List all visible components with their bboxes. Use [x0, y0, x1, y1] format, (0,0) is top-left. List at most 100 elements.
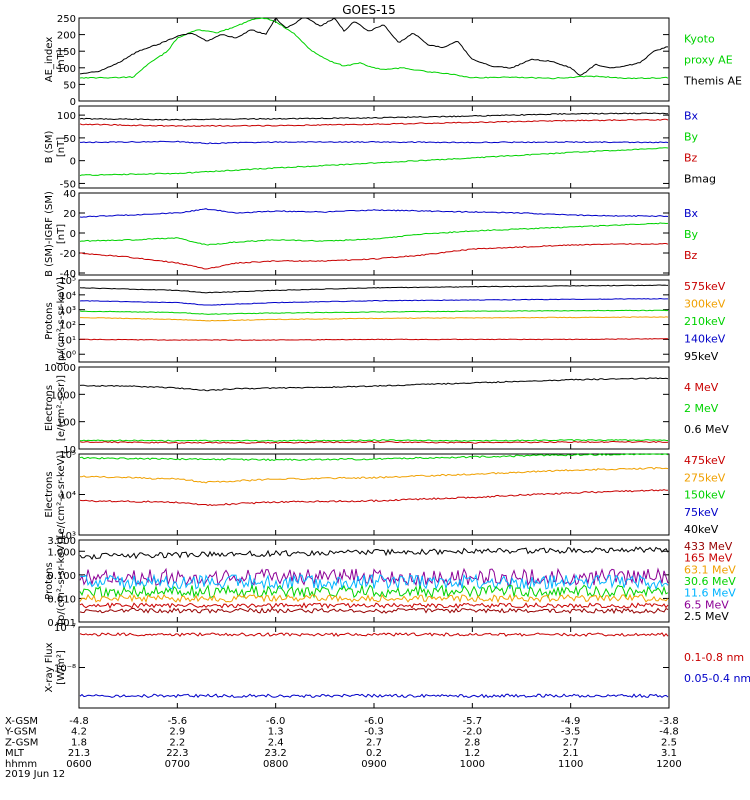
footer-date: 2019 Jun 12: [5, 769, 65, 780]
y-tick-label: 100: [57, 418, 76, 429]
legend-entry: 4 MeV: [684, 381, 719, 394]
y-axis-label: Protons: [44, 562, 55, 599]
y-axis-unit: [nT]: [56, 137, 67, 157]
x-axis-value: -3.8: [659, 716, 679, 727]
y-tick-label: 10⁰: [59, 350, 76, 361]
y-tick-label: 1000: [51, 390, 76, 401]
x-axis-value: -4.8: [69, 716, 89, 727]
series-line: [80, 466, 669, 484]
x-axis-row-label: Y-GSM: [4, 727, 37, 738]
x-axis-value: 0700: [165, 759, 190, 770]
y-tick-label: -50: [60, 179, 76, 190]
x-axis-value: 2.1: [563, 748, 579, 759]
y-axis-unit: [p/(cm²-s-sr-keV)]: [56, 537, 67, 625]
y-axis-unit: [e/(cm²-s-sr-keV)]: [56, 451, 67, 539]
y-tick-label: 10⁵: [59, 276, 76, 287]
legend-entry: 75keV: [684, 506, 719, 519]
legend-entry: By: [684, 228, 699, 241]
series-line: [79, 602, 669, 610]
legend-entry: 210keV: [684, 315, 726, 328]
y-tick-label: 10¹: [59, 335, 76, 346]
x-axis-value: 0800: [263, 759, 288, 770]
legend-entry: 63.1 MeV: [684, 563, 736, 576]
x-axis-value: -2.0: [463, 727, 483, 738]
x-axis-value: 3.1: [661, 748, 677, 759]
y-axis-label: Electrons: [44, 471, 55, 517]
y-tick-label: 100: [57, 111, 76, 122]
legend-entry: 575keV: [684, 280, 726, 293]
y-tick-label: 0.010: [47, 594, 76, 605]
y-axis-unit: [nT]: [56, 49, 67, 69]
series-line: [79, 309, 669, 315]
panel-bigrf: -40 -20 0 20 40 B (SM)-IGRF (SM) [nT] Bx By Bz: [44, 189, 699, 280]
panel-xray: 10⁻⁸ 10⁻⁷ X-ray Flux [W/m²] 0.1-0.8 nm 0.05-0…: [44, 623, 750, 709]
x-axis-value: 1.3: [268, 727, 284, 738]
y-tick-label: 10⁴: [59, 491, 76, 502]
x-axis-value: 2.7: [563, 737, 579, 748]
series-line: [80, 316, 669, 322]
panel-frame: [78, 192, 670, 276]
y-tick-label: 10⁵: [59, 450, 76, 461]
legend-entry: 0.6 MeV: [684, 423, 729, 436]
series-line: [79, 147, 669, 177]
x-axis-value: 0.2: [366, 748, 382, 759]
y-tick-label: 0.001: [47, 618, 76, 629]
x-axis-value: -5.7: [463, 716, 483, 727]
legend-entry: 0.1-0.8 nm: [684, 651, 744, 664]
legend-entry: Bx: [684, 110, 699, 123]
y-tick-label: 10: [63, 445, 76, 456]
series-line: [79, 338, 669, 341]
legend-entry: 275keV: [684, 471, 726, 484]
y-tick-label: 0: [70, 97, 76, 108]
x-axis-value: 2.5: [661, 737, 677, 748]
series-line: [79, 17, 669, 80]
series-line: [79, 593, 669, 604]
y-tick-label: 0: [70, 157, 76, 168]
y-axis-unit: [nT]: [56, 224, 67, 244]
legend-entry: 0.05-0.4 nm: [684, 672, 750, 685]
x-axis-value: 0600: [66, 759, 91, 770]
x-axis-row-label: hhmm: [5, 759, 37, 770]
series-line: [80, 242, 669, 270]
series-line: [79, 118, 669, 127]
x-axis-value: -5.6: [168, 716, 188, 727]
y-tick-label: 50: [63, 80, 76, 91]
y-axis-label: AE_index: [44, 37, 55, 83]
legend-entry: Bmag: [684, 173, 716, 186]
y-tick-label: 10000: [44, 363, 76, 374]
panel-frame: [78, 279, 670, 363]
x-axis-value: 2.7: [366, 737, 382, 748]
y-tick-label: 10³: [59, 306, 76, 317]
series-line: [79, 112, 668, 121]
x-axis-value: 2.8: [464, 737, 480, 748]
legend-entry: 165 MeV: [684, 552, 733, 565]
series-line: [79, 567, 669, 587]
series-line: [79, 489, 668, 507]
series-line: [79, 546, 669, 560]
legend-entry: 300keV: [684, 298, 726, 311]
legend-entry: 2 MeV: [684, 402, 719, 415]
x-axis-value: -4.8: [659, 727, 679, 738]
y-tick-label: 40: [63, 189, 76, 200]
x-axis-row-label: X-GSM: [5, 716, 38, 727]
y-tick-label: 3.000: [47, 536, 76, 547]
series-line: [79, 607, 669, 615]
x-axis-value: 4.2: [71, 727, 87, 738]
y-tick-label: 250: [57, 14, 76, 25]
y-axis-label: B (SM): [44, 130, 55, 163]
y-axis-label: Electrons: [44, 385, 55, 431]
legend-entry: 95keV: [684, 350, 719, 363]
y-tick-label: 150: [57, 47, 76, 58]
series-line: [79, 632, 669, 638]
x-axis-value: 2.4: [268, 737, 284, 748]
x-axis-value: -6.0: [364, 716, 384, 727]
panel-protons1: 10⁰ 10¹ 10² 10³ 10⁴ 10⁵ Protons [p/(cm²-s-sr-ke…: [44, 276, 726, 365]
series-line: [79, 297, 668, 306]
legend-entry: proxy AE: [684, 54, 733, 67]
y-tick-label: 10²: [59, 321, 76, 332]
legend-entry: 433 MeV: [684, 540, 733, 553]
y-axis-label: Protons: [44, 302, 55, 339]
legend-entry: 30.6 MeV: [684, 575, 736, 588]
y-axis-unit: [e/(cm²-s-sr)]: [56, 375, 67, 441]
